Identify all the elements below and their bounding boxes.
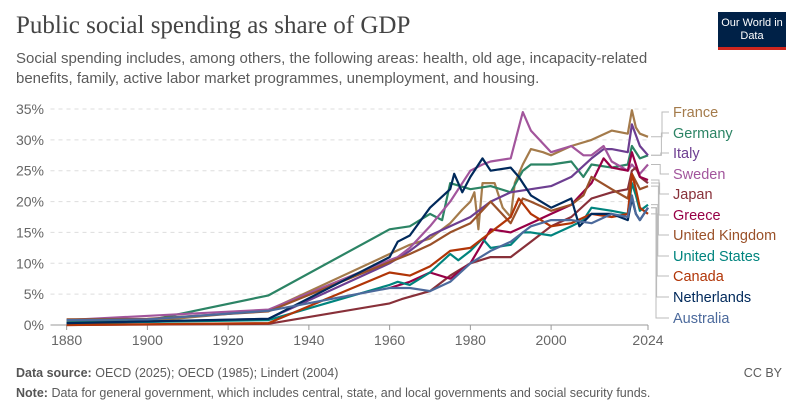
series-line-japan [66, 166, 649, 327]
legend-connector [651, 182, 669, 195]
legend-label: United Kingdom [673, 228, 776, 244]
y-tick-label: 30% [16, 132, 44, 148]
y-tick-label: 0% [24, 317, 44, 333]
x-tick-label: 1920 [213, 332, 244, 348]
x-tick-label: 1900 [132, 332, 163, 348]
legend-connector [651, 207, 669, 298]
y-tick-label: 35% [16, 101, 44, 117]
legend-connector [651, 179, 669, 216]
note-text: Data for general government, which inclu… [51, 386, 651, 400]
series-line-sweden [66, 111, 649, 322]
note-label: Note: [16, 386, 48, 400]
license[interactable]: CC BY [743, 366, 782, 380]
note: Note: Data for general government, which… [16, 386, 650, 400]
legend-label: Sweden [673, 167, 725, 183]
legend-connector [651, 204, 669, 257]
legend-connector [651, 111, 669, 138]
legend-label: Japan [673, 187, 713, 203]
y-tick-label: 25% [16, 163, 44, 179]
series-line-canada [66, 172, 649, 327]
legend-label: Netherlands [673, 290, 751, 306]
legend-label: Australia [673, 311, 730, 327]
source-text[interactable]: OECD (2025); OECD (1985); Lindert (2004) [95, 366, 339, 380]
legend-connector [651, 213, 669, 277]
x-tick-label: 1980 [455, 332, 486, 348]
x-tick-label: 1960 [374, 332, 405, 348]
legend-label: Canada [673, 269, 725, 285]
y-tick-label: 20% [16, 194, 44, 210]
owid-logo[interactable]: Our World in Data [718, 12, 786, 50]
x-tick-label: 1940 [293, 332, 324, 348]
y-tick-label: 5% [24, 286, 44, 302]
series-line-united-kingdom [66, 172, 649, 321]
source-label: Data source: [16, 366, 92, 380]
series-line-australia [66, 194, 649, 322]
y-tick-label: 10% [16, 255, 44, 271]
legend-connector [651, 164, 669, 175]
legend-label: Greece [673, 208, 721, 224]
legend-label: United States [673, 249, 760, 265]
line-chart: 0% 5% 10% 15% 20% 25% 30% 35% 1880 1900 1920 1940 19… [16, 101, 776, 348]
x-tick-label: 2024 [632, 332, 663, 348]
series-line-germany [66, 144, 649, 323]
legend-connector [651, 152, 669, 156]
x-tick-label: 1880 [51, 332, 82, 348]
legend-connector [651, 207, 669, 319]
data-source: Data source: OECD (2025); OECD (1985); L… [16, 366, 338, 380]
legend-connector [651, 185, 669, 236]
x-tick-label: 2000 [536, 332, 567, 348]
legend-label: France [673, 105, 718, 121]
series-line-netherlands [66, 157, 649, 325]
legend-label: Germany [673, 126, 733, 142]
y-tick-label: 15% [16, 224, 44, 240]
series-line-italy [66, 123, 649, 325]
series-line-greece [389, 151, 649, 290]
chart-title: Public social spending as share of GDP [16, 12, 411, 39]
legend-label: Italy [673, 146, 700, 162]
series-line-france [66, 109, 649, 323]
chart-subtitle: Social spending includes, among others, … [16, 50, 648, 87]
